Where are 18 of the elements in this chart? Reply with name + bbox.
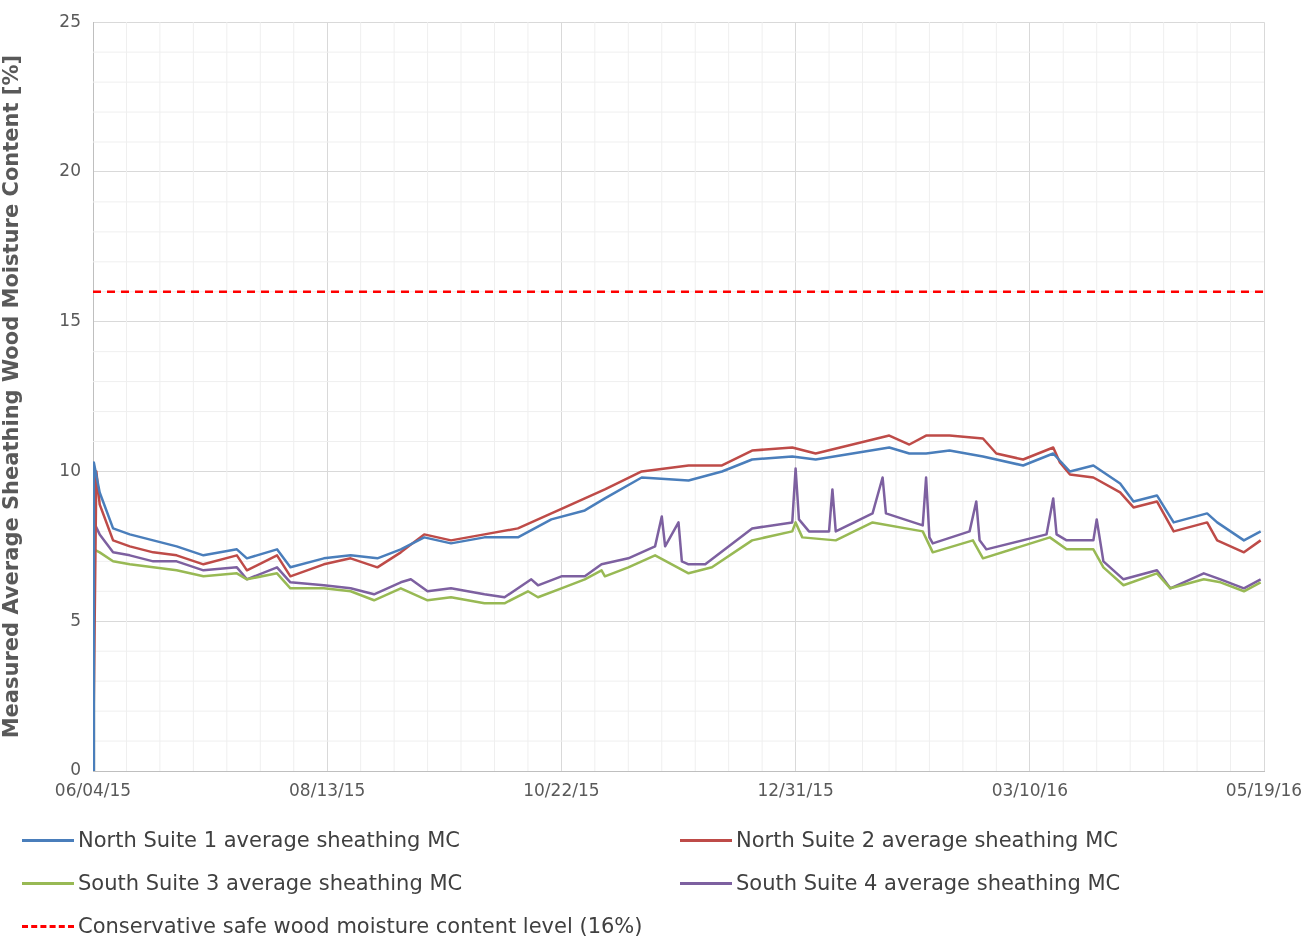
y-tick-label: 15	[59, 310, 81, 331]
y-tick-label: 5	[70, 609, 81, 630]
legend-label: South Suite 3 average sheathing MC	[78, 871, 463, 895]
legend-label: North Suite 2 average sheathing MC	[736, 828, 1118, 852]
legend-label: South Suite 4 average sheathing MC	[736, 871, 1121, 895]
x-tick-label: 03/10/16	[991, 779, 1068, 800]
y-tick-label: 10	[59, 459, 81, 480]
x-tick-label: 10/22/15	[523, 779, 600, 800]
legend-label: North Suite 1 average sheathing MC	[78, 828, 460, 852]
legend-label: Conservative safe wood moisture content level (16%)	[78, 914, 643, 938]
y-tick-label: 25	[59, 10, 81, 31]
y-tick-label: 0	[70, 759, 81, 780]
y-tick-label: 20	[59, 160, 81, 181]
x-tick-label: 05/19/16	[1225, 779, 1303, 800]
x-tick-label: 08/13/15	[289, 779, 366, 800]
x-tick-label: 06/04/15	[54, 779, 132, 800]
y-axis-title: Measured Average Sheathing Wood Moisture Content [%]	[0, 54, 24, 739]
x-tick-label: 12/31/15	[757, 779, 834, 800]
